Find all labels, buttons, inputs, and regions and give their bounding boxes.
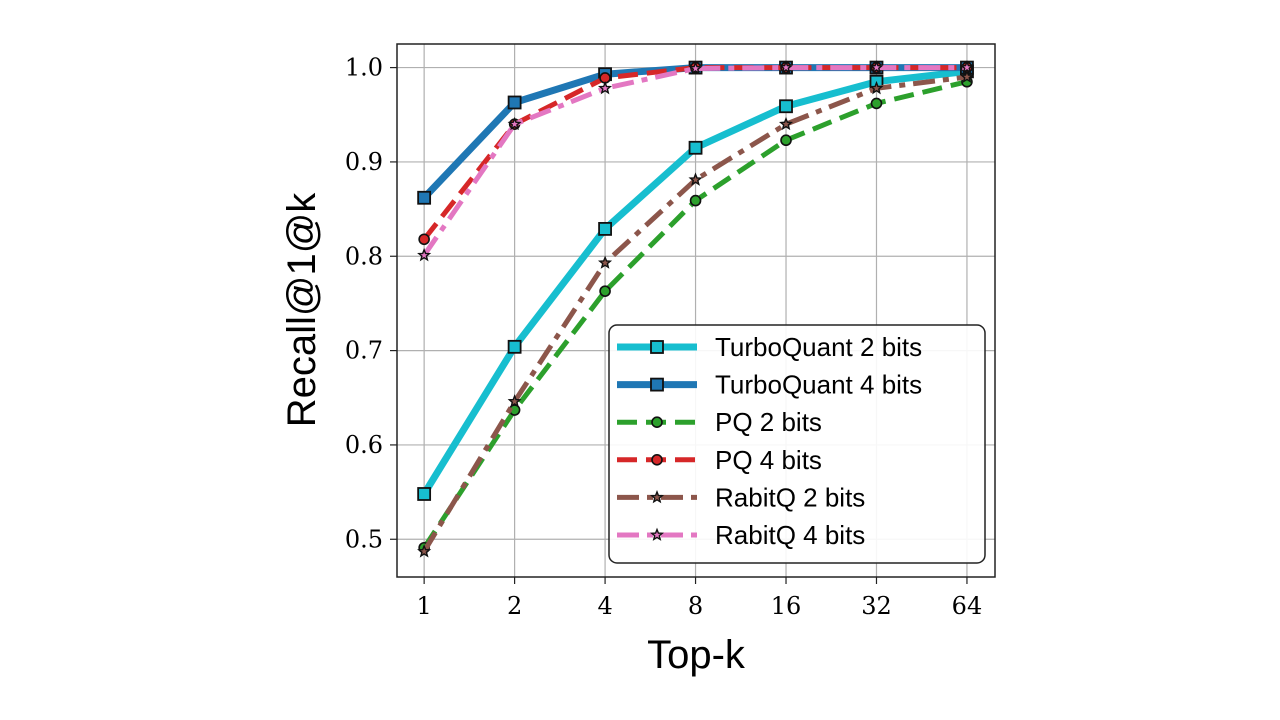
legend-label: RabitQ 4 bits — [715, 520, 865, 550]
data-point — [507, 116, 522, 131]
ticks: 1 2 4 8 16 32 64 0.5 0.6 0.7 0.8 0.9 1.0 — [345, 54, 982, 620]
legend: TurboQuant 2 bits TurboQuant 4 bits PQ 2 b… — [608, 324, 986, 564]
data-point — [507, 339, 522, 354]
y-tick-label: 0.5 — [345, 525, 383, 553]
legend-entry: TurboQuant 2 bits — [617, 332, 922, 362]
data-point — [869, 80, 884, 95]
x-tick-label: 4 — [597, 592, 612, 620]
data-point — [780, 134, 792, 147]
legend-label: TurboQuant 4 bits — [715, 370, 922, 400]
data-point — [417, 544, 432, 558]
data-point — [507, 394, 522, 408]
y-tick-label: 0.9 — [345, 148, 383, 176]
data-point — [598, 221, 612, 236]
data-point — [507, 95, 522, 110]
data-point — [779, 116, 793, 131]
x-tick-label: 32 — [861, 592, 892, 620]
legend-marker — [649, 527, 665, 541]
data-point — [417, 190, 432, 205]
data-point — [959, 69, 975, 84]
legend-label: PQ 4 bits — [715, 445, 822, 475]
data-point — [688, 61, 703, 75]
data-point — [417, 487, 432, 501]
data-point — [688, 140, 703, 155]
legend-marker — [650, 377, 664, 392]
x-tick-label: 16 — [771, 592, 802, 620]
y-tick-label: 1.0 — [345, 54, 383, 82]
legend-entry: TurboQuant 4 bits — [617, 370, 922, 400]
data-point — [689, 194, 702, 207]
x-tick-label: 1 — [417, 592, 432, 620]
series-group — [417, 60, 975, 558]
data-point — [417, 247, 432, 262]
data-point — [869, 60, 884, 74]
y-axis-label: Recall@1@k — [280, 192, 324, 428]
legend-marker — [651, 416, 663, 429]
data-point — [418, 233, 430, 246]
series-rabitq-2-bits — [417, 69, 975, 558]
y-tick-label: 0.7 — [345, 337, 383, 365]
legend-entry: RabitQ 2 bits — [617, 482, 865, 512]
data-point — [688, 172, 703, 186]
legend-entry: PQ 4 bits — [617, 445, 822, 475]
data-point — [779, 99, 793, 114]
data-point — [870, 97, 883, 110]
legend-marker — [651, 453, 663, 466]
legend-label: PQ 2 bits — [715, 407, 822, 437]
series-rabitq-4-bits — [417, 60, 975, 262]
legend-marker — [649, 489, 665, 504]
y-tick-label: 0.8 — [345, 242, 383, 270]
data-point — [597, 80, 613, 95]
legend-label: RabitQ 2 bits — [715, 482, 865, 512]
x-tick-label: 8 — [688, 592, 703, 620]
x-tick-label: 64 — [952, 592, 983, 620]
legend-entry: RabitQ 4 bits — [617, 520, 865, 550]
data-point — [959, 60, 975, 74]
legend-box — [608, 324, 986, 564]
data-point — [597, 255, 613, 269]
x-axis-label: Top-k — [647, 633, 746, 677]
data-point — [779, 60, 793, 74]
data-point — [599, 285, 611, 297]
legend-entry: PQ 2 bits — [617, 407, 822, 437]
y-tick-label: 0.6 — [345, 431, 383, 459]
legend-marker — [650, 340, 664, 354]
x-tick-label: 2 — [507, 592, 522, 620]
legend-label: TurboQuant 2 bits — [715, 332, 922, 362]
